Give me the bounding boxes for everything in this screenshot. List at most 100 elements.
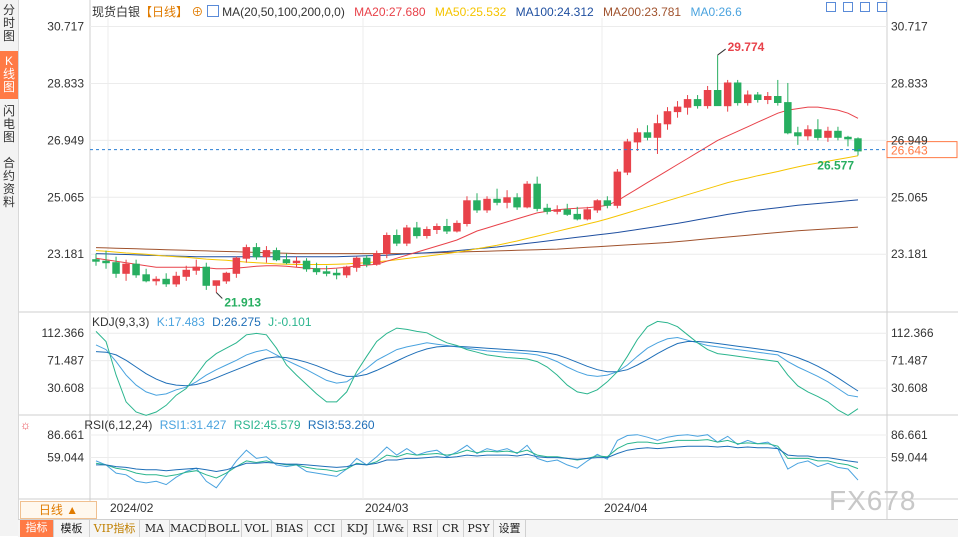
candle[interactable] bbox=[593, 200, 602, 211]
indicator-tab-14[interactable]: 设置 bbox=[494, 520, 526, 537]
candle[interactable] bbox=[703, 90, 712, 107]
candle[interactable] bbox=[182, 269, 190, 277]
candle[interactable] bbox=[132, 263, 140, 276]
candle[interactable] bbox=[754, 94, 762, 100]
indicator-tab-11[interactable]: RSI bbox=[408, 520, 438, 537]
candle[interactable] bbox=[794, 132, 802, 137]
candle[interactable] bbox=[573, 213, 581, 220]
candle[interactable] bbox=[583, 209, 591, 220]
indicator-tab-10[interactable]: LW& bbox=[374, 520, 408, 537]
candle[interactable] bbox=[352, 257, 361, 268]
settings-sun-icon[interactable]: ☼ bbox=[20, 418, 31, 432]
candle[interactable] bbox=[242, 247, 251, 259]
tab-timeshare[interactable]: 分时图 bbox=[2, 3, 15, 43]
candle[interactable] bbox=[453, 222, 461, 232]
candle[interactable] bbox=[463, 200, 471, 225]
candle[interactable] bbox=[473, 200, 481, 211]
candle[interactable] bbox=[192, 266, 200, 271]
candle[interactable] bbox=[252, 247, 261, 258]
candle[interactable] bbox=[854, 138, 862, 152]
candle[interactable] bbox=[733, 82, 742, 104]
candle[interactable] bbox=[102, 260, 110, 264]
candle[interactable] bbox=[332, 272, 341, 276]
indicator-tab-5[interactable]: BOLL bbox=[206, 520, 242, 537]
indicator-tab-7[interactable]: BIAS bbox=[272, 520, 308, 537]
candle[interactable] bbox=[653, 123, 662, 138]
candle[interactable] bbox=[633, 132, 642, 143]
indicator-tab-6[interactable]: VOL bbox=[242, 520, 272, 537]
candle[interactable] bbox=[122, 263, 130, 274]
candle[interactable] bbox=[713, 90, 722, 107]
candle[interactable] bbox=[543, 207, 551, 212]
candle[interactable] bbox=[433, 226, 441, 230]
candle[interactable] bbox=[142, 274, 150, 282]
candle[interactable] bbox=[373, 253, 381, 265]
candle[interactable] bbox=[342, 266, 351, 276]
candle[interactable] bbox=[212, 280, 221, 286]
candle[interactable] bbox=[673, 106, 682, 113]
period-selector-button[interactable]: 日线 ▲ bbox=[20, 501, 97, 519]
candle[interactable] bbox=[262, 250, 271, 258]
candle[interactable] bbox=[663, 111, 672, 125]
indicator-tab-8[interactable]: CCI bbox=[308, 520, 342, 537]
candle[interactable] bbox=[513, 197, 521, 208]
candle[interactable] bbox=[533, 183, 541, 209]
candle[interactable] bbox=[563, 209, 571, 215]
candle[interactable] bbox=[804, 129, 812, 137]
indicator-tab-4[interactable]: MACD bbox=[170, 520, 207, 537]
candle[interactable] bbox=[393, 235, 401, 244]
indicator-tab-12[interactable]: CR bbox=[438, 520, 464, 537]
candle[interactable] bbox=[152, 278, 160, 282]
candle[interactable] bbox=[503, 197, 511, 203]
candle[interactable] bbox=[383, 235, 391, 255]
candle[interactable] bbox=[613, 171, 622, 206]
candle[interactable] bbox=[643, 132, 652, 138]
candle[interactable] bbox=[413, 227, 421, 237]
indicator-tab-13[interactable]: PSY bbox=[464, 520, 494, 537]
candle[interactable] bbox=[744, 94, 752, 104]
candle[interactable] bbox=[222, 272, 231, 282]
candle[interactable] bbox=[814, 129, 822, 138]
candle[interactable] bbox=[834, 130, 842, 138]
layout-icon[interactable] bbox=[860, 2, 870, 12]
zoom-out-icon[interactable] bbox=[843, 2, 853, 12]
candle[interactable] bbox=[764, 96, 772, 100]
indicator-tab-9[interactable]: KDJ bbox=[342, 520, 374, 537]
chart-type-icon[interactable] bbox=[206, 5, 219, 17]
candle[interactable] bbox=[312, 268, 321, 273]
candle[interactable] bbox=[844, 136, 852, 140]
tab-flash[interactable]: 闪电图 bbox=[2, 104, 15, 144]
candle[interactable] bbox=[363, 257, 371, 265]
zoom-in-icon[interactable] bbox=[826, 2, 836, 12]
indicator-tab-0[interactable]: 指标 bbox=[20, 520, 54, 537]
kdj-panel[interactable] bbox=[95, 320, 859, 416]
indicator-tab-1[interactable]: 模板 bbox=[54, 520, 90, 537]
candle[interactable] bbox=[112, 262, 120, 274]
candlestick-panel[interactable]: 26.643 29.774 21.913 26.577 bbox=[90, 40, 958, 310]
candle[interactable] bbox=[723, 82, 732, 107]
tab-contract-info[interactable]: 合约资料 bbox=[2, 156, 15, 209]
candle[interactable] bbox=[403, 227, 411, 244]
indicator-tab-3[interactable]: MA bbox=[140, 520, 170, 537]
candle[interactable] bbox=[483, 198, 491, 211]
candle[interactable] bbox=[603, 200, 612, 206]
candle[interactable] bbox=[774, 96, 782, 103]
candle[interactable] bbox=[232, 257, 241, 274]
candle[interactable] bbox=[523, 183, 531, 208]
candle[interactable] bbox=[162, 278, 170, 285]
indicator-tab-2[interactable]: VIP指标 bbox=[90, 520, 140, 537]
candle[interactable] bbox=[172, 275, 180, 285]
candle[interactable] bbox=[202, 266, 210, 286]
candle[interactable] bbox=[272, 250, 281, 261]
candle[interactable] bbox=[683, 99, 692, 108]
candle[interactable] bbox=[92, 259, 100, 262]
fullscreen-icon[interactable] bbox=[877, 2, 887, 12]
candle[interactable] bbox=[784, 102, 792, 134]
candle[interactable] bbox=[553, 209, 561, 212]
candle[interactable] bbox=[693, 99, 702, 107]
candle[interactable] bbox=[443, 226, 451, 232]
candle[interactable] bbox=[824, 130, 832, 138]
plus-icon[interactable]: ⊕ bbox=[191, 5, 204, 19]
